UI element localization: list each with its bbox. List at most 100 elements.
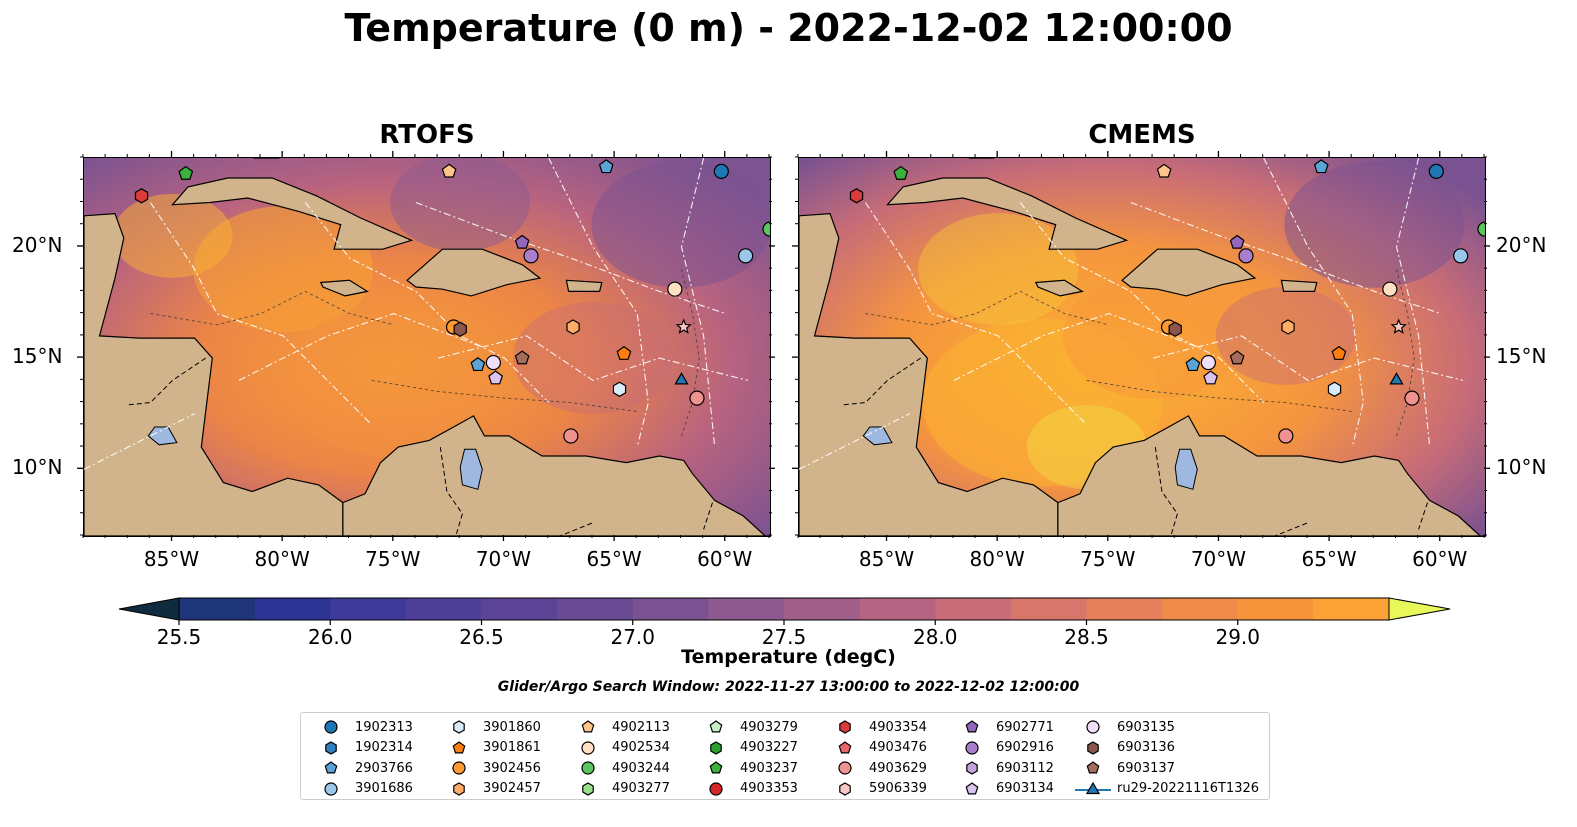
- float-marker: [514, 234, 530, 249]
- float-marker: [1453, 248, 1469, 264]
- legend: 1902313 1902314 2903766 3901686 3901860 39018…: [300, 712, 1270, 800]
- float-marker: [1278, 428, 1294, 444]
- x-tick-label: 65°W: [586, 547, 642, 571]
- legend-item: 6903135: [1073, 717, 1259, 738]
- boundary-line: [1263, 158, 1364, 448]
- legend-triangle-marker: [1085, 781, 1101, 794]
- legend-marker-icon: [324, 761, 338, 774]
- float-marker: [689, 390, 705, 406]
- legend-item-label: 6903136: [1117, 740, 1175, 756]
- legend-marker: [581, 741, 595, 755]
- land-mass: [799, 212, 1059, 536]
- legend-item-label: 6903135: [1117, 719, 1175, 735]
- float-marker: [598, 159, 614, 174]
- legend-marker-icon: [709, 720, 723, 733]
- float-marker: [1156, 163, 1172, 178]
- legend-marker-icon: [324, 720, 338, 734]
- legend-marker-icon: [1075, 781, 1111, 794]
- legend-marker-icon: [581, 741, 595, 755]
- legend-marker-icon: [709, 782, 723, 796]
- legend-marker: [965, 720, 979, 733]
- legend-marker: [709, 761, 723, 774]
- legend-item: 4903354: [825, 717, 927, 738]
- legend-column: 4903279 4903227 4903237 4903353: [696, 717, 798, 799]
- boundary-line: [1130, 201, 1441, 315]
- float-marker: [762, 221, 770, 237]
- legend-marker-icon: [965, 720, 979, 733]
- float-marker: [134, 188, 149, 204]
- bathymetry-contour: [1396, 269, 1415, 437]
- float-marker: [893, 165, 909, 180]
- x-tick-label: 80°W: [254, 547, 310, 571]
- float-marker: [514, 350, 530, 365]
- x-tick-label: 80°W: [969, 547, 1025, 571]
- legend-item: 6903136: [1073, 738, 1259, 759]
- legend-marker: [324, 761, 338, 774]
- land-mass: [565, 279, 603, 292]
- legend-marker: [452, 761, 466, 775]
- colorbar-segment: [708, 598, 785, 620]
- legend-item-label: 2903766: [355, 760, 413, 776]
- colorbar-tick-label: 28.0: [913, 625, 958, 646]
- legend-marker-icon: [581, 761, 595, 775]
- legend-item-label: 4903353: [740, 781, 798, 797]
- x-tick-label: 60°W: [1412, 547, 1468, 571]
- x-tick-label: 75°W: [365, 547, 421, 571]
- legend-marker: [709, 720, 723, 733]
- x-tick-label: 60°W: [697, 547, 753, 571]
- legend-item: 4903277: [568, 779, 670, 800]
- land-mass: [406, 248, 542, 297]
- legend-marker-icon: [965, 741, 979, 755]
- colorbar-segment: [405, 598, 482, 620]
- legend-marker-icon: [965, 782, 979, 795]
- legend-item-label: 6903112: [996, 760, 1054, 776]
- legend-item-label: 4903237: [740, 760, 798, 776]
- legend-item: 4903476: [825, 738, 927, 759]
- colorbar-tick-label: 27.0: [610, 625, 655, 646]
- colorbar-tick-label: 28.5: [1064, 625, 1109, 646]
- legend-item: 1902313: [311, 717, 413, 738]
- boundary-line: [864, 202, 1088, 426]
- land-mass: [84, 212, 344, 536]
- colorbar-over-arrow: [1388, 597, 1451, 621]
- legend-column: 6902771 6902916 6903112 6903134: [952, 717, 1054, 799]
- legend-marker-icon: [453, 782, 465, 796]
- float-marker: [1477, 221, 1485, 237]
- legend-marker: [325, 741, 337, 755]
- colorbar-segment: [557, 598, 634, 620]
- legend-marker-icon: [838, 741, 852, 754]
- boundary-line: [1019, 202, 1265, 403]
- colorbar-segment: [859, 598, 936, 620]
- float-marker: [523, 248, 539, 264]
- country-border: [128, 357, 206, 406]
- legend-item-label: 4903629: [869, 760, 927, 776]
- float-marker: [1390, 318, 1407, 334]
- legend-item-label: 3901686: [355, 781, 413, 797]
- colorbar-segment: [784, 598, 861, 620]
- legend-column: 4903354 4903476 4903629 5906339: [825, 717, 927, 799]
- legend-marker: [1086, 720, 1100, 734]
- legend-marker-icon: [452, 741, 466, 754]
- legend-item: 4902113: [568, 717, 670, 738]
- legend-item-label: 4903244: [612, 760, 670, 776]
- boundary-line: [953, 313, 1198, 381]
- cmems-map: [798, 157, 1486, 537]
- boundary-line: [304, 202, 550, 403]
- country-border: [1154, 447, 1178, 536]
- legend-item-label: 4902534: [612, 740, 670, 756]
- search-window-text: Glider/Argo Search Window: 2022-11-27 13…: [497, 679, 1080, 695]
- colorbar-segment: [179, 598, 256, 620]
- legend-item: 4903237: [696, 758, 798, 779]
- x-tick-label: 70°W: [1190, 547, 1247, 571]
- legend-item: 6902916: [952, 738, 1054, 759]
- legend-item-label: 6903134: [996, 781, 1054, 797]
- legend-marker-icon: [1087, 741, 1099, 755]
- legend-item: ru29-20221116T1326: [1073, 779, 1259, 800]
- lake: [1174, 448, 1198, 490]
- colorbar: 25.5 26.0 26.5 27.0 27.5 28.0 28.5 29.0: [118, 597, 1451, 646]
- colorbar-tick-label: 27.5: [762, 625, 807, 646]
- legend-marker: [581, 761, 595, 775]
- float-marker: [849, 188, 864, 204]
- float-marker: [1185, 357, 1201, 372]
- float-marker: [1313, 159, 1329, 174]
